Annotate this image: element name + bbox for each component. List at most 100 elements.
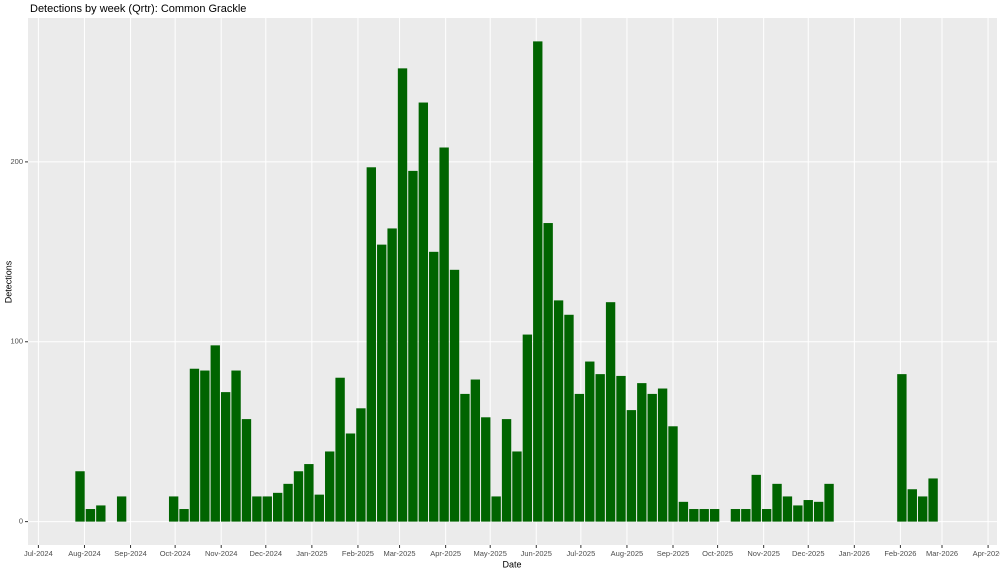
- y-tick-label: 100: [10, 337, 23, 346]
- bar: [751, 474, 761, 522]
- bar: [481, 417, 491, 522]
- x-tick-label: Jun-2025: [521, 549, 552, 558]
- bar: [689, 509, 699, 522]
- bar: [241, 419, 252, 522]
- bars: [75, 41, 938, 522]
- bar: [772, 483, 782, 522]
- y-axis-title: Detections: [3, 260, 13, 303]
- bar: [512, 451, 522, 522]
- bar: [460, 393, 470, 522]
- bar: [408, 170, 418, 522]
- bar: [272, 492, 283, 522]
- x-tick-label: Apr-2026: [973, 549, 1000, 558]
- chart-title: Detections by week (Qrtr): Common Grackl…: [30, 3, 246, 15]
- x-tick-label: Nov-2024: [205, 549, 238, 558]
- bar: [793, 505, 803, 522]
- bar: [668, 426, 678, 522]
- bar: [168, 496, 179, 522]
- bar: [730, 509, 741, 522]
- bar: [574, 393, 585, 522]
- bar: [429, 251, 439, 522]
- x-tick-label: Apr-2025: [430, 549, 461, 558]
- bar: [262, 496, 272, 522]
- bar: [918, 496, 928, 522]
- bar: [543, 223, 553, 522]
- bar: [356, 408, 366, 522]
- bar: [741, 509, 751, 522]
- x-tick-label: Mar-2026: [926, 549, 958, 558]
- bar: [501, 419, 512, 522]
- bar: [626, 410, 637, 522]
- x-tick-label: Sep-2025: [657, 549, 690, 558]
- bar: [553, 300, 564, 522]
- bar: [533, 41, 543, 522]
- bar: [449, 269, 460, 522]
- bar: [709, 509, 720, 522]
- bar: [637, 383, 647, 522]
- bar: [345, 433, 356, 522]
- x-tick-label: Aug-2025: [611, 549, 644, 558]
- bar: [418, 102, 429, 522]
- bar: [470, 379, 481, 522]
- bar: [377, 244, 387, 522]
- bar: [782, 496, 793, 522]
- bar: [585, 361, 595, 522]
- bar: [293, 471, 304, 522]
- bar: [220, 392, 231, 522]
- x-tick-label: May-2025: [474, 549, 507, 558]
- bar: [605, 302, 616, 522]
- bar: [803, 500, 813, 522]
- x-tick-label: Oct-2025: [702, 549, 733, 558]
- bar: [491, 496, 501, 522]
- bar: [179, 509, 189, 522]
- x-tick-label: Aug-2024: [68, 549, 101, 558]
- bar: [387, 228, 397, 522]
- bar: [283, 483, 293, 522]
- bar: [657, 388, 668, 522]
- bar: [335, 377, 345, 522]
- bar: [325, 451, 335, 522]
- bar: [647, 393, 657, 522]
- bar: [210, 345, 220, 522]
- bar: [897, 374, 907, 522]
- x-tick-label: Feb-2026: [884, 549, 916, 558]
- x-tick-label: Dec-2025: [792, 549, 825, 558]
- bar: [366, 167, 376, 522]
- bar: [85, 509, 96, 522]
- bar: [522, 334, 533, 522]
- bar: [699, 509, 709, 522]
- bar: [616, 375, 626, 522]
- bar: [761, 509, 772, 522]
- bar: [231, 370, 241, 522]
- x-tick-label: Dec-2024: [250, 549, 283, 558]
- bar: [189, 368, 200, 522]
- bar: [304, 464, 314, 522]
- bar: [75, 471, 85, 522]
- x-tick-label: Nov-2025: [747, 549, 780, 558]
- bar: [678, 501, 689, 522]
- bar: [397, 68, 408, 522]
- x-tick-label: Oct-2024: [160, 549, 191, 558]
- bar: [252, 496, 262, 522]
- bar: [907, 489, 917, 522]
- bar: [595, 374, 605, 522]
- y-tick-label: 200: [10, 157, 23, 166]
- bar: [96, 505, 106, 522]
- bar: [564, 314, 574, 522]
- x-axis-title: Date: [502, 559, 521, 569]
- bar: [824, 483, 834, 522]
- x-tick-label: Jan-2025: [296, 549, 327, 558]
- bar: [813, 501, 824, 522]
- bar: [439, 147, 449, 522]
- x-tick-label: Sep-2024: [114, 549, 147, 558]
- bar: [116, 496, 127, 522]
- x-tick-label: Mar-2025: [383, 549, 415, 558]
- x-tick-label: Jan-2026: [839, 549, 870, 558]
- bar: [928, 478, 938, 522]
- y-tick-label: 0: [19, 517, 23, 526]
- bar: [200, 370, 210, 522]
- x-tick-label: Jul-2024: [24, 549, 53, 558]
- x-tick-label: Feb-2025: [342, 549, 374, 558]
- x-tick-label: Jul-2025: [566, 549, 595, 558]
